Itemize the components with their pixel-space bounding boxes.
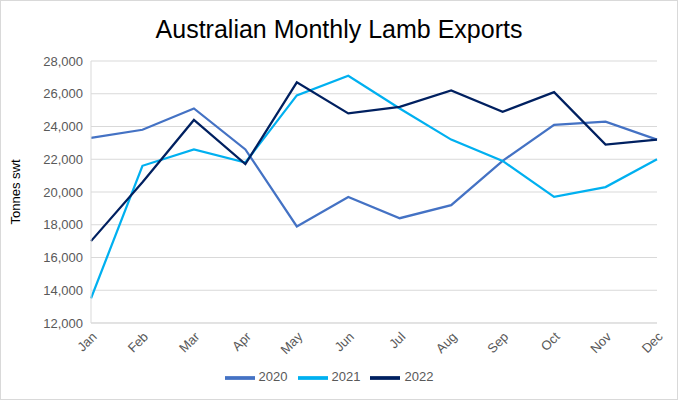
svg-text:12,000: 12,000	[43, 316, 83, 331]
svg-text:Oct: Oct	[538, 329, 563, 354]
svg-text:14,000: 14,000	[43, 283, 83, 298]
svg-text:Jan: Jan	[74, 329, 99, 354]
svg-text:20,000: 20,000	[43, 185, 83, 200]
svg-text:28,000: 28,000	[43, 54, 83, 69]
svg-text:Feb: Feb	[125, 329, 151, 355]
svg-text:Nov: Nov	[587, 329, 614, 356]
svg-text:18,000: 18,000	[43, 217, 83, 232]
svg-text:Aug: Aug	[433, 329, 460, 356]
svg-text:26,000: 26,000	[43, 86, 83, 101]
html-text:2020: 2020	[258, 369, 288, 385]
svg-text:22,000: 22,000	[43, 152, 83, 167]
html-text:2021: 2021	[331, 369, 361, 385]
svg-text:Sep: Sep	[484, 329, 511, 356]
svg-text:24,000: 24,000	[43, 119, 83, 134]
svg-text:May: May	[277, 329, 305, 357]
svg-text:Jun: Jun	[331, 329, 356, 354]
svg-text:Apr: Apr	[229, 329, 254, 354]
svg-text:Jul: Jul	[386, 329, 408, 351]
html-text:Australian Monthly Lamb Export: Australian Monthly Lamb Exports	[155, 15, 523, 43]
svg-text:16,000: 16,000	[43, 250, 83, 265]
svg-text:Dec: Dec	[639, 329, 666, 356]
svg-text:Tonnes swt: Tonnes swt	[8, 159, 23, 224]
html-text:2022: 2022	[404, 369, 434, 385]
svg-text:Mar: Mar	[176, 329, 203, 356]
